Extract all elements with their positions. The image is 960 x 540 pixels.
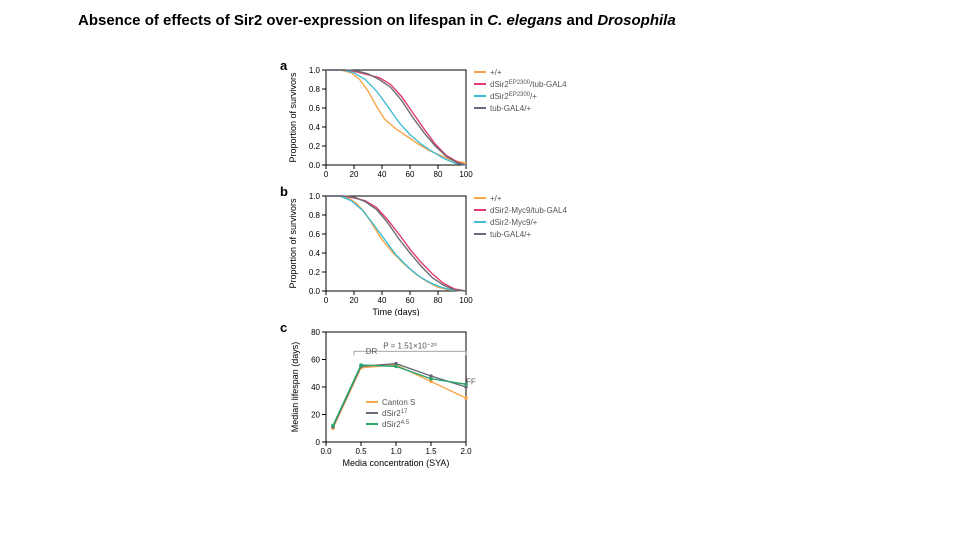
svg-text:100: 100 <box>459 170 473 179</box>
svg-text:0.6: 0.6 <box>309 230 321 239</box>
svg-text:0.0: 0.0 <box>309 161 321 170</box>
x-axis-label: Time (days) <box>372 307 419 316</box>
title-species-2: Drosophila <box>597 12 675 29</box>
legend-item: dSir217 <box>382 409 408 418</box>
svg-text:0.2: 0.2 <box>309 268 321 277</box>
svg-text:80: 80 <box>434 170 443 179</box>
p-value-annotation: P = 1.51×10⁻²⁰ <box>383 341 437 350</box>
legend-item: Canton S <box>382 398 415 407</box>
panel-b-label: b <box>280 184 288 199</box>
svg-text:0.8: 0.8 <box>309 211 321 220</box>
svg-text:0.2: 0.2 <box>309 142 321 151</box>
panel-b: b 0.0 0.2 0.4 0.6 0.8 1.0 0 20 40 60 80 100 Proporti… <box>282 186 682 316</box>
legend-item: tub-GAL4/+ <box>490 230 531 239</box>
svg-text:0.0: 0.0 <box>320 447 332 456</box>
svg-text:20: 20 <box>311 411 320 420</box>
legend-item: dSir24.5 <box>382 420 410 429</box>
panel-c-chart: 0 20 40 60 80 0.0 0.5 1.0 1.5 2.0 Median lifespan … <box>282 322 682 477</box>
series-dsir2-myc9-tub-gal4 <box>326 196 466 291</box>
svg-text:1.5: 1.5 <box>425 447 437 456</box>
panel-c-label: c <box>280 320 287 335</box>
svg-text:0.6: 0.6 <box>309 104 321 113</box>
title-mid: and <box>562 12 597 29</box>
y-axis-label: Proportion of survivors <box>288 72 298 163</box>
svg-text:80: 80 <box>311 328 320 337</box>
svg-text:1.0: 1.0 <box>309 66 321 75</box>
svg-text:0: 0 <box>316 438 321 447</box>
svg-text:20: 20 <box>350 296 359 305</box>
page-title: Absence of effects of Sir2 over-expressi… <box>78 12 676 29</box>
svg-text:0.4: 0.4 <box>309 123 321 132</box>
legend-item: dSir2EP2300/tub-GAL4 <box>490 80 567 89</box>
panel-a: a 0.0 0.2 0.4 0.6 0.8 1.0 0 20 40 60 80 100 Proporti… <box>282 60 682 180</box>
panel-c: c 0 20 40 60 80 0.0 0.5 1.0 1.5 2.0 Median lifespa… <box>282 322 682 477</box>
svg-text:0: 0 <box>324 296 329 305</box>
ff-annotation: FF <box>466 377 476 386</box>
legend-item: +/+ <box>490 194 502 203</box>
title-species-1: C. elegans <box>487 12 562 29</box>
legend-item: dSir2-Myc9/tub-GAL4 <box>490 206 567 215</box>
svg-text:40: 40 <box>378 170 387 179</box>
svg-text:20: 20 <box>350 170 359 179</box>
series-- <box>326 196 466 291</box>
svg-text:0.5: 0.5 <box>355 447 367 456</box>
svg-text:0.4: 0.4 <box>309 249 321 258</box>
svg-text:2.0: 2.0 <box>460 447 472 456</box>
figure-stack: a 0.0 0.2 0.4 0.6 0.8 1.0 0 20 40 60 80 100 Proporti… <box>282 60 682 483</box>
svg-text:60: 60 <box>406 296 415 305</box>
panel-a-label: a <box>280 58 287 73</box>
title-prefix: Absence of effects of Sir2 over-expressi… <box>78 12 487 29</box>
series-canton-s <box>333 365 466 428</box>
svg-text:60: 60 <box>311 356 320 365</box>
legend-item: dSir2EP2300/+ <box>490 92 537 101</box>
svg-text:0.8: 0.8 <box>309 85 321 94</box>
dr-annotation: DR <box>366 347 378 356</box>
legend-item: tub-GAL4/+ <box>490 104 531 113</box>
svg-text:0: 0 <box>324 170 329 179</box>
svg-text:100: 100 <box>459 296 473 305</box>
svg-text:1.0: 1.0 <box>309 192 321 201</box>
x-axis-label: Media concentration (SYA) <box>343 458 450 468</box>
y-axis-label: Median lifespan (days) <box>290 342 300 433</box>
legend-item: +/+ <box>490 68 502 77</box>
svg-text:40: 40 <box>378 296 387 305</box>
series-tub-gal4- <box>326 196 466 291</box>
panel-b-chart: 0.0 0.2 0.4 0.6 0.8 1.0 0 20 40 60 80 100 Proportion… <box>282 186 682 316</box>
series-dsir2-myc9- <box>326 196 466 291</box>
y-axis-label: Proportion of survivors <box>288 198 298 289</box>
svg-text:1.0: 1.0 <box>390 447 402 456</box>
svg-text:40: 40 <box>311 383 320 392</box>
series-- <box>326 70 466 163</box>
svg-text:60: 60 <box>406 170 415 179</box>
panel-a-chart: 0.0 0.2 0.4 0.6 0.8 1.0 0 20 40 60 80 100 Proportion… <box>282 60 682 180</box>
series-dsir2-ep2300- <box>326 70 466 165</box>
legend-item: dSir2-Myc9/+ <box>490 218 538 227</box>
svg-text:0.0: 0.0 <box>309 287 321 296</box>
svg-text:80: 80 <box>434 296 443 305</box>
